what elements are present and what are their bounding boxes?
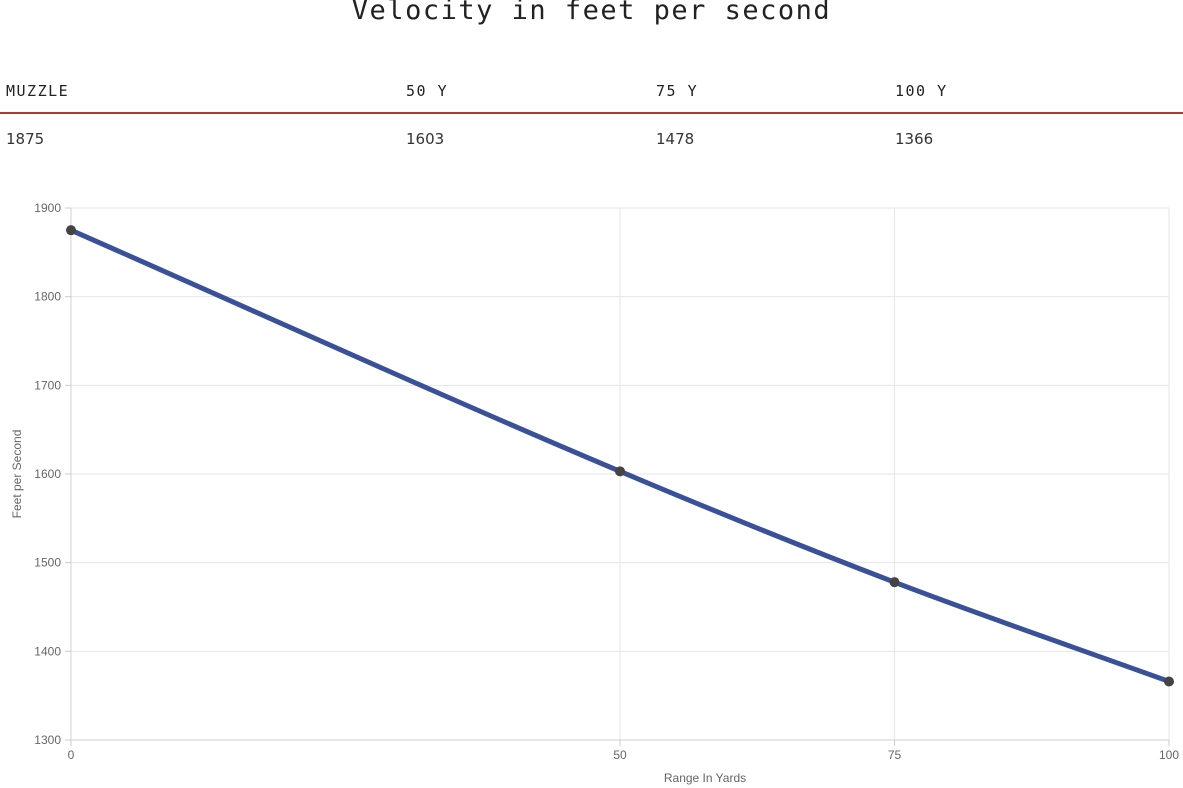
y-tick-label: 1600 [34, 467, 61, 481]
y-tick-label: 1300 [34, 733, 61, 747]
value-100-yards: 1366 [895, 130, 934, 148]
velocity-table: MUZZLE 50 Y 75 Y 100 Y 1875 1603 1478 13… [0, 78, 1183, 148]
series-line-velocity [68, 227, 1172, 684]
header-50-yards: 50 Y [406, 82, 449, 100]
header-75-yards: 75 Y [656, 82, 699, 100]
header-100-yards: 100 Y [895, 82, 948, 100]
data-point [66, 225, 76, 236]
y-tick-label: 1900 [34, 201, 61, 215]
x-axis-title: Range In Yards [664, 771, 746, 785]
chart-labels: 1300 1400 1500 1600 1700 1800 1900 0 50 75 100 Rang… [10, 201, 1179, 785]
data-point [889, 577, 900, 588]
y-tick-label: 1400 [34, 644, 61, 658]
value-muzzle: 1875 [6, 130, 45, 148]
page-title: Velocity in feet per second [351, 0, 832, 26]
value-75-yards: 1478 [656, 130, 695, 148]
data-point [615, 466, 625, 477]
y-tick-label: 1500 [34, 556, 61, 570]
y-axis-title: Feet per Second [10, 430, 24, 519]
x-tick-label: 75 [888, 748, 902, 762]
x-tick-label: 100 [1159, 748, 1179, 762]
value-50-yards: 1603 [406, 130, 445, 148]
header-muzzle: MUZZLE [6, 82, 70, 100]
x-tick-label: 0 [68, 748, 75, 762]
y-tick-label: 1700 [34, 378, 61, 392]
velocity-table-value-row: 1875 1603 1478 1366 [0, 114, 1183, 148]
chart-axes [65, 207, 1170, 746]
chart-series [66, 225, 1174, 687]
y-tick-label: 1800 [34, 290, 61, 304]
x-tick-label: 50 [613, 748, 627, 762]
data-point [1164, 676, 1174, 687]
velocity-table-header-row: MUZZLE 50 Y 75 Y 100 Y [0, 78, 1183, 114]
